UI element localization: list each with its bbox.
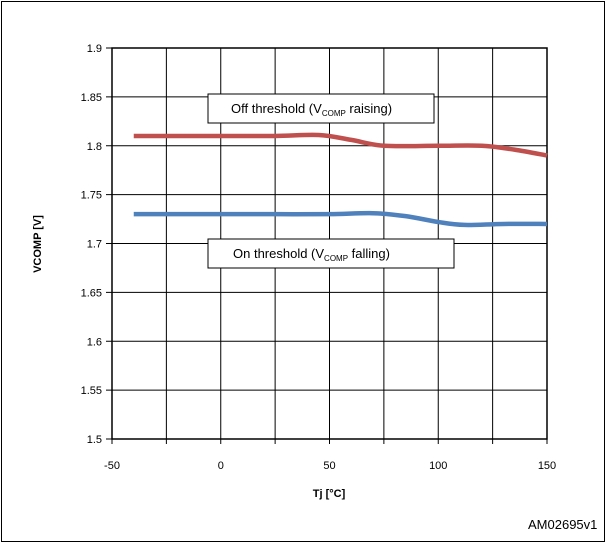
off-threshold-line bbox=[133, 132, 548, 158]
y-axis-label: VCOMP [V] bbox=[32, 215, 44, 273]
on-threshold-label: On threshold (VCOMP falling) bbox=[233, 246, 390, 263]
x-tick-label: 100 bbox=[429, 460, 447, 472]
off-threshold-label: Off threshold (VCOMP raising) bbox=[231, 101, 392, 118]
y-tick-label: 1.8 bbox=[87, 141, 102, 153]
on-threshold-callout: On threshold (VCOMP falling) bbox=[207, 238, 455, 269]
y-tick-label: 1.65 bbox=[81, 287, 102, 299]
y-tick-label: 1.55 bbox=[81, 385, 102, 397]
y-tick-label: 1.75 bbox=[81, 190, 102, 202]
x-tick-label: -50 bbox=[104, 460, 120, 472]
y-tick-label: 1.9 bbox=[87, 43, 102, 55]
x-tick-label: 0 bbox=[218, 460, 224, 472]
off-threshold-callout-box bbox=[207, 93, 435, 124]
y-tick-label: 1.6 bbox=[87, 336, 102, 348]
y-tick-label: 1.85 bbox=[81, 92, 102, 104]
on-threshold-line bbox=[133, 210, 548, 228]
y-tick-labels: 1.5 1.55 1.6 1.65 1.7 1.75 1.8 1.85 1.9 bbox=[81, 43, 102, 446]
x-tick-label: 50 bbox=[323, 460, 335, 472]
figure-id: AM02695v1 bbox=[528, 517, 597, 532]
off-threshold-callout: Off threshold (VCOMP raising) bbox=[207, 93, 435, 124]
series-lines bbox=[133, 132, 548, 228]
on-threshold-callout-box bbox=[207, 238, 455, 269]
x-axis-label: Tj [°C] bbox=[313, 488, 346, 500]
y-tick-label: 1.7 bbox=[87, 239, 102, 251]
plot-area-border bbox=[111, 47, 548, 440]
x-tick-label: 150 bbox=[538, 460, 556, 472]
y-tick-label: 1.5 bbox=[87, 434, 102, 446]
x-tick-labels: -50 0 50 100 150 bbox=[104, 460, 556, 472]
